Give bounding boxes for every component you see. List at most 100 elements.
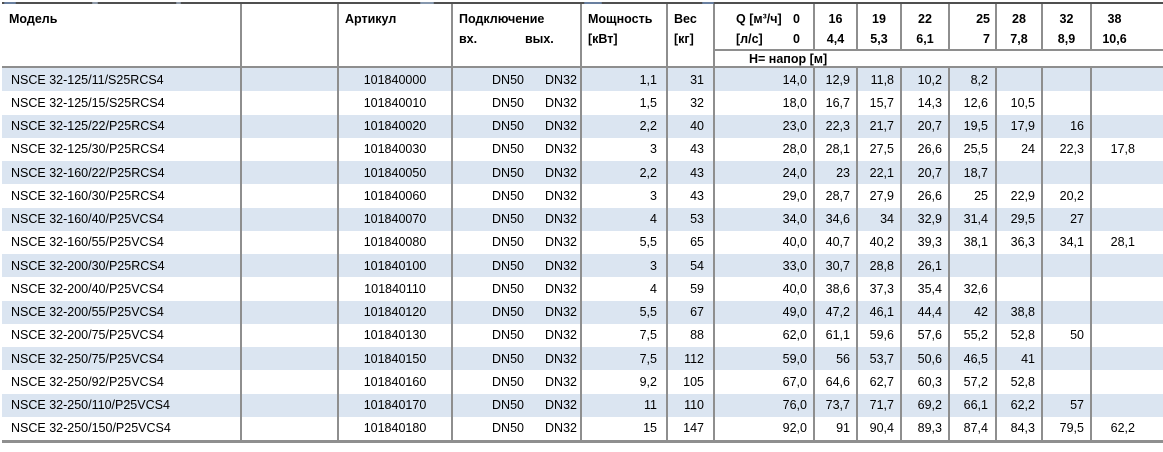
- table-row: NSCE 32-200/40/P25VCS4 101840110 DN50 DN32 4…: [2, 277, 1163, 301]
- head-value-cell: 46,1: [858, 300, 902, 324]
- head-value-cell: 55,2: [950, 323, 997, 347]
- head-value-cell: 11,8: [858, 68, 902, 92]
- blank-cell: [242, 184, 339, 208]
- artifact-dash: [92, 2, 98, 4]
- table-header: Модель Артикул Подключение вх. вых. Мощн…: [2, 4, 1163, 68]
- outlet-value: DN32: [545, 235, 577, 250]
- table-row: NSCE 32-125/11/S25RCS4 101840000 DN50 DN32 1…: [2, 68, 1163, 92]
- head-value-cell: 17,8: [1110, 142, 1135, 157]
- power-cell: 3: [582, 254, 668, 278]
- head-value-cell: 12,6: [950, 91, 997, 115]
- head-value-cell: 22,1: [858, 161, 902, 185]
- weight-cell: 43: [668, 184, 715, 208]
- article-cell: 101840080: [339, 230, 453, 254]
- head-value-cell: 42: [950, 300, 997, 324]
- head-value-cell: 12,9: [815, 68, 858, 92]
- head-value-cell: 56: [815, 347, 858, 371]
- head-value-cell: 62,2: [1110, 421, 1135, 436]
- head-value-cell: [997, 161, 1043, 185]
- head-row-label: Н= напор [м]: [749, 51, 828, 66]
- table-row: NSCE 32-250/150/P25VCS4 101840180 DN50 DN32…: [2, 416, 1163, 440]
- head-value-cell: 37,3: [858, 277, 902, 301]
- connection-label: Подключение: [459, 12, 545, 26]
- article-cell: 101840030: [339, 137, 453, 161]
- head-at-q0-cell: 23,0: [715, 114, 815, 138]
- outlet-value: DN32: [545, 72, 577, 87]
- head-value-cell: 8,2: [950, 68, 997, 92]
- outlet-value: DN32: [545, 119, 577, 134]
- connection-cell: DN50 DN32: [453, 416, 582, 440]
- inlet-value: DN50: [492, 212, 524, 227]
- model-cell: NSCE 32-125/22/P25RCS4: [2, 114, 242, 138]
- inlet-value: DN50: [492, 235, 524, 250]
- model-cell: NSCE 32-125/11/S25RCS4: [2, 68, 242, 92]
- head-value-cell: 16: [1043, 114, 1092, 138]
- head-value-cell: 28,7: [815, 184, 858, 208]
- model-cell: NSCE 32-250/92/P25VCS4: [2, 370, 242, 394]
- head-at-q0-cell: 67,0: [715, 370, 815, 394]
- pump-specs-table: Модель Артикул Подключение вх. вых. Мощн…: [2, 2, 1163, 443]
- blank-cell: [242, 91, 339, 115]
- weight-cell: 54: [668, 254, 715, 278]
- col-header-connection: Подключение вх. вых.: [453, 4, 582, 66]
- head-value-cell: 23: [815, 161, 858, 185]
- model-cell: NSCE 32-125/15/S25RCS4: [2, 91, 242, 115]
- model-cell: NSCE 32-200/30/P25RCS4: [2, 254, 242, 278]
- head-value-cell: 90,4: [858, 416, 902, 440]
- model-cell: NSCE 32-160/22/P25RCS4: [2, 161, 242, 185]
- article-cell: 101840010: [339, 91, 453, 115]
- head-value-cell: 28,8: [858, 254, 902, 278]
- head-at-q0-cell: 29,0: [715, 184, 815, 208]
- outlet-value: DN32: [545, 421, 577, 436]
- head-value-cell: [1043, 91, 1092, 115]
- head-value-cell: 34: [858, 207, 902, 231]
- head-value-cell: 26,6: [902, 184, 950, 208]
- head-value-cell: 31,4: [950, 207, 997, 231]
- head-value-cell: 57: [1043, 393, 1092, 417]
- weight-cell: 112: [668, 347, 715, 371]
- model-cell: NSCE 32-125/30/P25RCS4: [2, 137, 242, 161]
- table-row: NSCE 32-200/75/P25VCS4 101840130 DN50 DN32 7…: [2, 323, 1163, 347]
- head-value-cell: 89,3: [902, 416, 950, 440]
- head-at-q0-cell: 18,0: [715, 91, 815, 115]
- head-value-cell: [1043, 370, 1092, 394]
- head-value-cell: 40,7: [815, 230, 858, 254]
- model-cell: NSCE 32-250/150/P25VCS4: [2, 416, 242, 440]
- q-ls-label: [л/с]: [736, 32, 763, 46]
- head-value-cell: 27,9: [858, 184, 902, 208]
- col-header-q-28: 28 7,8: [997, 4, 1043, 49]
- head-at-q0-cell: 76,0: [715, 393, 815, 417]
- head-value-cell: [1092, 68, 1163, 91]
- table-row: NSCE 32-160/30/P25RCS4 101840060 DN50 DN32 3…: [2, 184, 1163, 208]
- head-at-q0-cell: 62,0: [715, 323, 815, 347]
- article-cell: 101840180: [339, 416, 453, 440]
- head-value-cell: 40,2: [858, 230, 902, 254]
- connection-cell: DN50 DN32: [453, 68, 582, 92]
- head-value-cell: 46,5: [950, 347, 997, 371]
- model-cell: NSCE 32-200/55/P25VCS4: [2, 300, 242, 324]
- weight-cell: 65: [668, 230, 715, 254]
- table-row: NSCE 32-250/75/P25VCS4 101840150 DN50 DN32 7…: [2, 347, 1163, 371]
- weight-cell: 59: [668, 277, 715, 301]
- article-cell: 101840170: [339, 393, 453, 417]
- weight-unit: [кг]: [674, 32, 694, 46]
- head-value-cell: 38,8: [997, 300, 1043, 324]
- connection-cell: DN50 DN32: [453, 207, 582, 231]
- head-value-cell: 17,9: [997, 114, 1043, 138]
- blank-cell: [242, 230, 339, 254]
- head-value-cell: [1043, 347, 1092, 371]
- outlet-value: DN32: [545, 398, 577, 413]
- head-value-cell: [1092, 277, 1163, 300]
- head-value-cell: 79,5: [1043, 416, 1092, 440]
- connection-cell: DN50 DN32: [453, 114, 582, 138]
- power-cell: 3: [582, 137, 668, 161]
- model-cell: NSCE 32-250/110/P25VCS4: [2, 393, 242, 417]
- head-value-cell: 53,7: [858, 347, 902, 371]
- head-value-cell: 27: [1043, 207, 1092, 231]
- blank-cell: [242, 114, 339, 138]
- outlet-value: DN32: [545, 188, 577, 203]
- head-value-cell: 27,5: [858, 137, 902, 161]
- head-value-cell: 22,9: [997, 184, 1043, 208]
- table-row: NSCE 32-200/55/P25VCS4 101840120 DN50 DN32 5…: [2, 300, 1163, 324]
